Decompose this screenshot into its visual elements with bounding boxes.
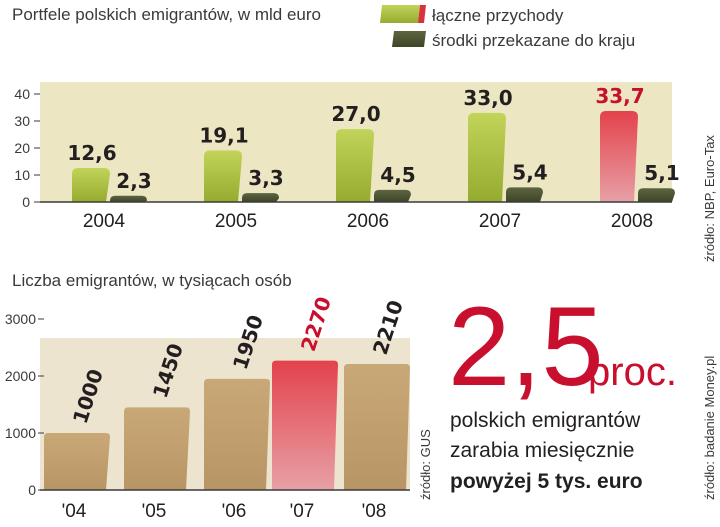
top-y-tick: 0 xyxy=(22,194,30,210)
top-x-tick: 2008 xyxy=(611,211,653,232)
top-bar-total-label: 33,7 xyxy=(595,84,644,108)
bottom-y-tick: 1000 xyxy=(5,425,36,441)
bottom-bar xyxy=(344,364,410,490)
legend: łączne przychody środki przekazane do kr… xyxy=(380,5,635,50)
top-bar-sent-label: 2,3 xyxy=(116,169,151,193)
bottom-bar xyxy=(124,407,190,490)
top-bar-total xyxy=(336,129,374,202)
bottom-x-ticks: '04 '05 '06 '07 '08 xyxy=(62,501,387,522)
top-bar-sent-label: 5,4 xyxy=(512,160,547,184)
top-bar-sent-label: 4,5 xyxy=(380,163,415,187)
top-x-tick: 2004 xyxy=(83,211,126,232)
bottom-bar xyxy=(272,360,338,490)
legend-swatch-total xyxy=(380,5,420,23)
bottom-x-tick: '07 xyxy=(290,501,315,522)
legend-swatch-total-accent xyxy=(418,5,426,23)
top-bars: 12,62,3 19,13,3 27,0 4,5 33,0 5,4 33,7 5,1 xyxy=(67,84,680,202)
legend-label-total: łączne przychody xyxy=(432,6,564,25)
bottom-bar xyxy=(204,378,270,490)
top-source: źródło: NBP, Euro-Tax xyxy=(702,135,717,262)
top-x-tick: 2005 xyxy=(215,211,257,232)
top-x-ticks: 2004 2005 2006 2007 2008 xyxy=(83,211,653,232)
fact-source: źródło: badanie Money.pl xyxy=(702,356,717,500)
top-bar-total xyxy=(72,167,110,202)
top-x-tick: 2007 xyxy=(479,211,521,232)
bottom-bars: 1000 1450 1950 2270 2210 xyxy=(44,294,410,490)
fact-big-number: 2,5 xyxy=(448,284,604,409)
fact-line-3: powyżej 5 tys. euro xyxy=(450,470,643,493)
top-bar-total-label: 12,6 xyxy=(67,141,116,165)
bottom-y-tick: 3000 xyxy=(5,311,36,327)
bottom-x-tick: '06 xyxy=(222,501,247,522)
top-y-tick: 30 xyxy=(14,113,30,129)
top-y-axis: 0 10 20 30 40 xyxy=(14,86,40,210)
fact-line-1: polskich emigrantów xyxy=(450,409,641,432)
top-bar-sent xyxy=(110,195,147,202)
legend-label-sent: środki przekazane do kraju xyxy=(432,31,635,50)
fact-box: 2,5 proc. polskich emigrantów zarabia mi… xyxy=(448,284,717,500)
fact-unit: proc. xyxy=(588,350,677,394)
top-bar-sent xyxy=(242,193,279,202)
bottom-source: źródło: GUS xyxy=(418,429,433,500)
top-y-tick: 20 xyxy=(14,140,30,156)
top-bar-total xyxy=(204,150,242,202)
bottom-x-tick: '05 xyxy=(142,501,167,522)
top-chart-title: Portfele polskich emigrantów, w mld euro xyxy=(12,5,321,24)
top-y-tick: 10 xyxy=(14,167,30,183)
bottom-bar xyxy=(44,433,110,490)
top-x-tick: 2006 xyxy=(347,211,389,232)
top-bar-sent-label: 5,1 xyxy=(644,161,679,185)
top-bar-sent xyxy=(506,187,543,202)
top-bar-total xyxy=(468,112,506,202)
bottom-x-tick: '04 xyxy=(62,501,87,522)
bottom-x-tick: '08 xyxy=(362,501,387,522)
top-bar-sent-label: 3,3 xyxy=(248,166,283,190)
bottom-y-tick: 0 xyxy=(28,482,36,498)
top-bar-total xyxy=(600,111,638,202)
top-bar-sent xyxy=(638,188,675,202)
top-bar-total-label: 33,0 xyxy=(463,86,512,110)
bottom-y-tick: 2000 xyxy=(5,368,36,384)
legend-swatch-sent xyxy=(392,31,426,47)
bottom-chart-title: Liczba emigrantów, w tysiącach osób xyxy=(12,271,292,290)
bottom-y-axis: 0 1000 2000 3000 xyxy=(5,311,44,498)
top-y-tick: 40 xyxy=(14,86,30,102)
top-bar-total-label: 19,1 xyxy=(199,123,248,147)
fact-line-2: zarabia miesięcznie xyxy=(450,439,634,462)
top-bar-total-label: 27,0 xyxy=(331,102,380,126)
top-bar-sent xyxy=(374,189,411,202)
